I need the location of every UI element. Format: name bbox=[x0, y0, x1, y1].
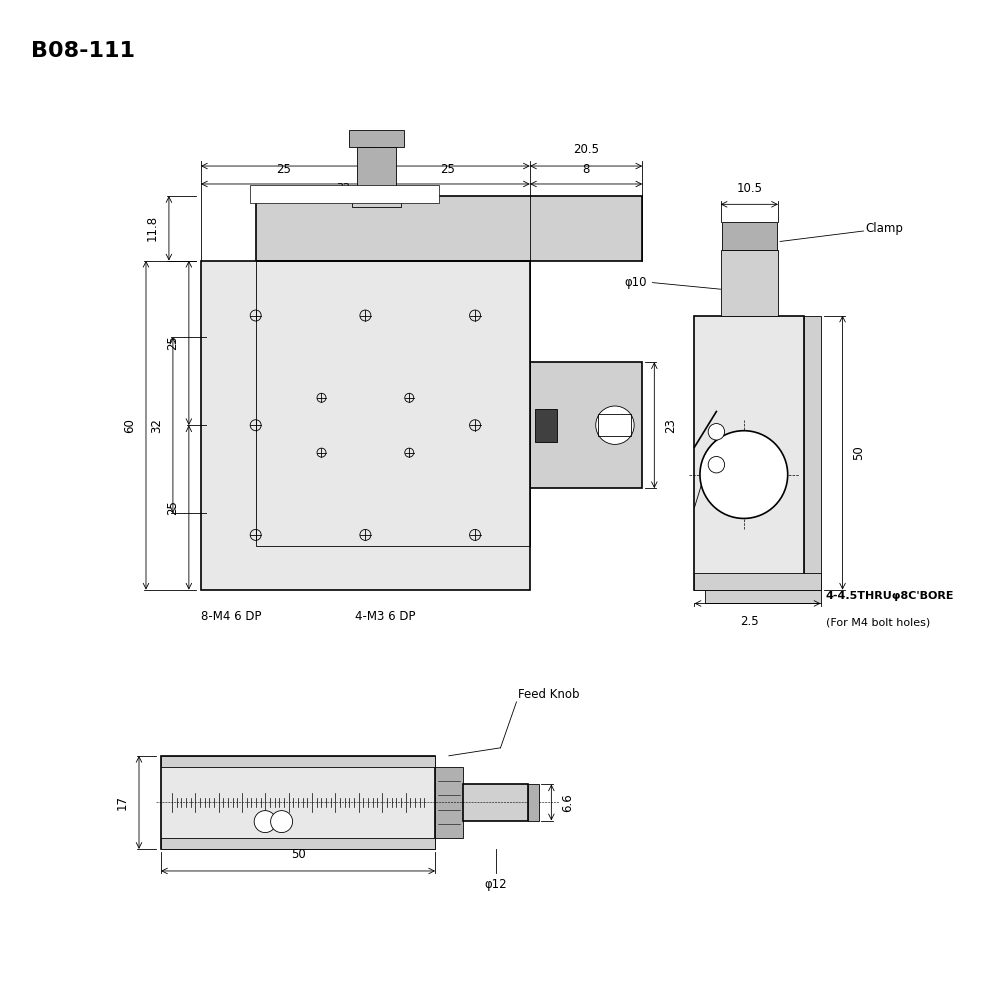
Bar bbox=[349, 130, 404, 147]
Text: 25: 25 bbox=[440, 163, 455, 176]
Circle shape bbox=[708, 456, 725, 473]
Bar bbox=[161, 756, 435, 849]
Text: 17: 17 bbox=[116, 795, 129, 810]
Text: 32: 32 bbox=[336, 183, 350, 193]
Text: 60: 60 bbox=[358, 143, 373, 156]
Bar bbox=[161, 838, 435, 849]
Bar bbox=[528, 784, 539, 821]
Text: φ10: φ10 bbox=[625, 276, 647, 289]
Text: 39.5: 39.5 bbox=[332, 189, 357, 199]
Bar bbox=[721, 250, 778, 316]
Bar bbox=[357, 147, 396, 196]
Bar bbox=[201, 261, 530, 590]
Text: 50: 50 bbox=[853, 445, 866, 460]
Text: 25: 25 bbox=[276, 163, 291, 176]
Bar bbox=[694, 573, 821, 590]
Text: 4-4.5THRUφ8C'BORE: 4-4.5THRUφ8C'BORE bbox=[826, 591, 954, 601]
Text: 8: 8 bbox=[582, 163, 590, 176]
Circle shape bbox=[596, 406, 634, 444]
Circle shape bbox=[708, 424, 725, 440]
Circle shape bbox=[271, 811, 293, 833]
Text: 6.6: 6.6 bbox=[561, 793, 574, 812]
Text: Clamp: Clamp bbox=[865, 222, 903, 235]
Text: 50: 50 bbox=[291, 848, 305, 861]
Text: 23: 23 bbox=[664, 418, 677, 433]
Bar bbox=[435, 767, 463, 838]
Bar bbox=[694, 316, 804, 590]
Text: 2.5: 2.5 bbox=[740, 615, 759, 628]
Text: 25: 25 bbox=[166, 500, 179, 515]
Bar bbox=[256, 196, 642, 261]
Text: 4-M3 6 DP: 4-M3 6 DP bbox=[355, 610, 416, 623]
Bar bbox=[598, 414, 631, 436]
Circle shape bbox=[254, 811, 276, 833]
Text: 11.8: 11.8 bbox=[146, 215, 159, 241]
Text: Feed Knob: Feed Knob bbox=[518, 688, 580, 701]
Bar bbox=[256, 261, 530, 546]
Text: 60: 60 bbox=[123, 418, 136, 433]
Bar bbox=[530, 362, 642, 488]
Text: 10.5: 10.5 bbox=[736, 182, 762, 195]
Circle shape bbox=[700, 431, 788, 518]
Bar bbox=[535, 409, 557, 442]
Bar bbox=[804, 316, 821, 590]
Text: B08-111: B08-111 bbox=[31, 41, 135, 61]
Text: 32: 32 bbox=[150, 418, 163, 433]
Text: φ12: φ12 bbox=[484, 878, 507, 891]
Bar bbox=[705, 590, 821, 603]
Text: 25: 25 bbox=[166, 336, 179, 350]
Text: 20.5: 20.5 bbox=[573, 143, 599, 156]
Bar bbox=[463, 784, 528, 821]
Text: 8-M4 6 DP: 8-M4 6 DP bbox=[201, 610, 261, 623]
Bar bbox=[352, 196, 401, 207]
Bar bbox=[161, 756, 435, 767]
Bar bbox=[722, 222, 777, 250]
Bar bbox=[250, 185, 439, 203]
Text: (For M4 bolt holes): (For M4 bolt holes) bbox=[826, 617, 930, 627]
